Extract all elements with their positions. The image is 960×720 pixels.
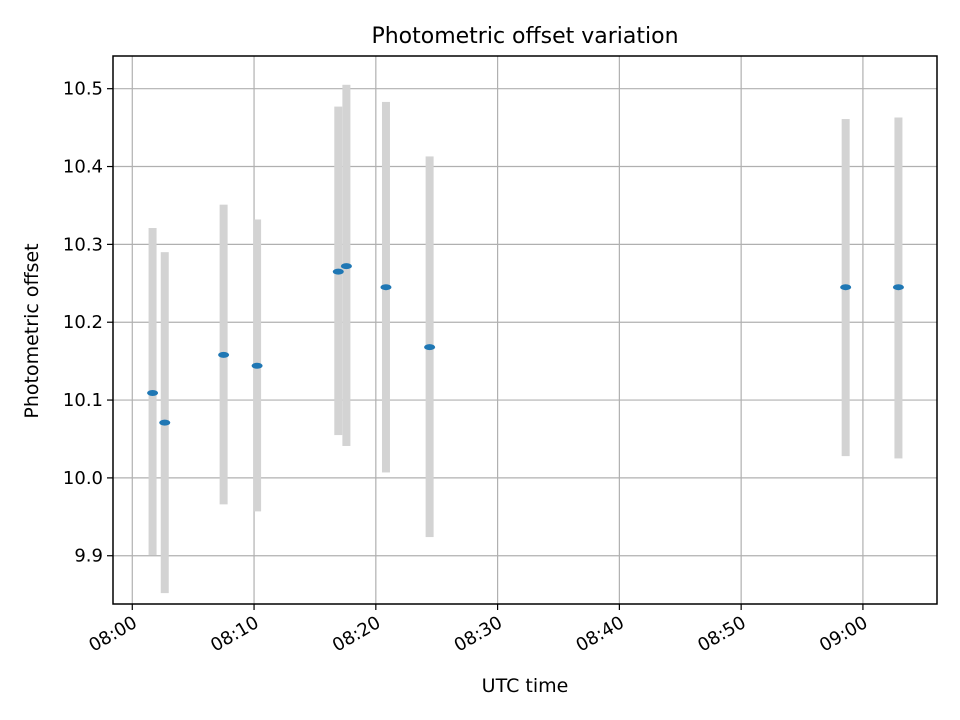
y-tick-label: 10.2	[63, 312, 103, 333]
grid	[113, 56, 937, 604]
chart-title: Photometric offset variation	[371, 24, 678, 49]
data-point	[380, 284, 392, 291]
x-axis-label: UTC time	[482, 675, 569, 697]
y-tick-label: 9.9	[74, 546, 103, 567]
y-tick-label: 10.4	[63, 157, 103, 178]
data-point	[159, 419, 171, 426]
data-point	[332, 268, 344, 275]
data-point	[424, 344, 436, 351]
plot-area-frame	[112, 55, 938, 605]
y-axis-ticks: 9.9 10.0 10.1 10.2 10.3 10.4 10.5	[63, 79, 113, 567]
data-point	[892, 284, 904, 291]
data-point	[251, 362, 263, 369]
y-tick-label: 10.3	[63, 234, 103, 255]
data-point	[340, 263, 352, 270]
data-point	[218, 351, 230, 358]
y-tick-label: 10.5	[63, 79, 103, 100]
data-point	[147, 390, 159, 397]
y-axis-label: Photometric offset	[21, 243, 43, 418]
y-tick-label: 10.1	[63, 390, 103, 411]
y-tick-label: 10.0	[63, 468, 103, 489]
data-points	[147, 263, 904, 426]
data-point	[840, 284, 852, 291]
